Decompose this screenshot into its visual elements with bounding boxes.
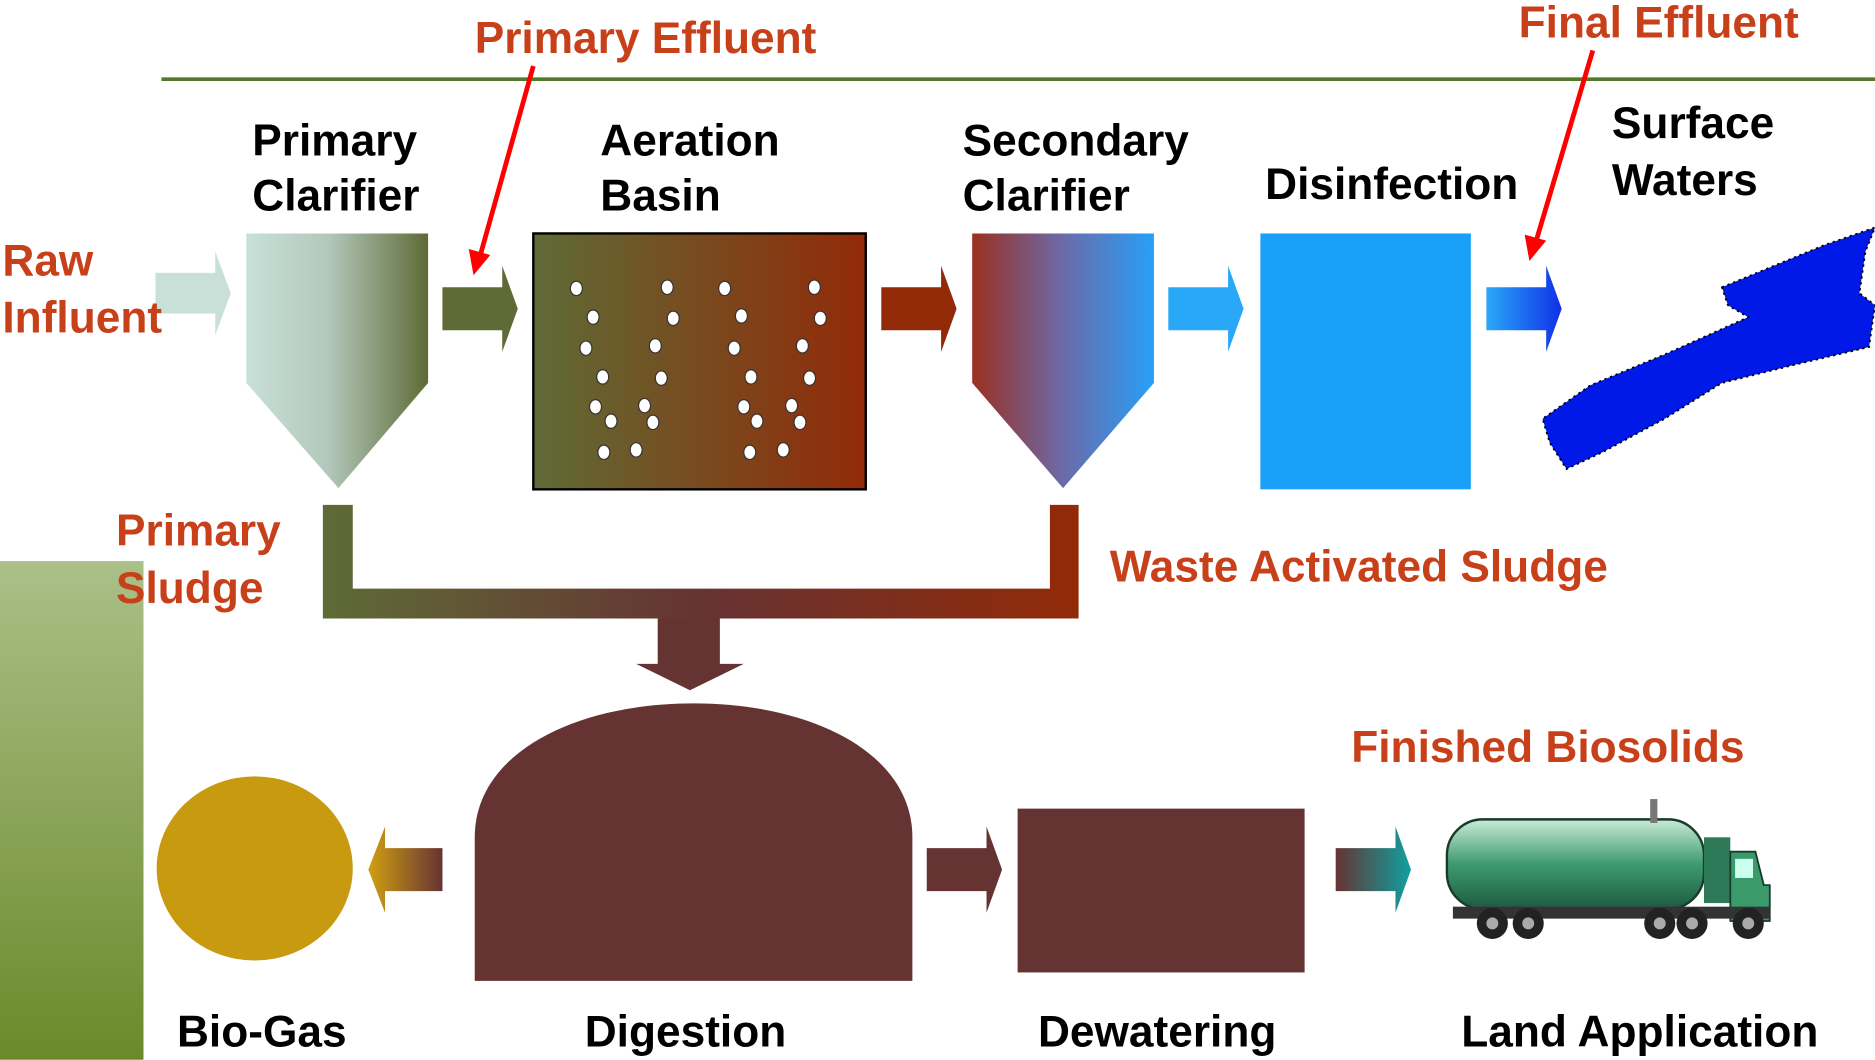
label-digestion: Digestion [585,1008,787,1057]
label-raw-influent: Influent [2,294,162,343]
label-secondary-clarifier: Secondary [963,117,1190,166]
label-finished-biosolids: Finished Biosolids [1351,723,1744,772]
arrow-final-effluent [1486,266,1561,352]
label-aeration-basin: Basin [600,172,720,221]
label-primary-clarifier: Clarifier [252,172,419,221]
primary-clarifier [246,233,428,488]
arrow-to-digester [636,618,744,690]
label-primary-effluent: Primary Effluent [475,14,817,63]
label-bio-gas: Bio-Gas [177,1008,347,1057]
digester [475,703,913,980]
sludge-pipe [323,505,1079,619]
arrow-land-application [1336,827,1411,913]
secondary-clarifier [972,233,1154,488]
label-secondary-clarifier: Clarifier [963,172,1130,221]
label-raw-influent: Raw [2,236,94,285]
label-dewatering: Dewatering [1038,1008,1276,1057]
label-primary-clarifier: Primary [252,117,417,166]
surface-waters [1543,227,1875,469]
arrow-mixed-liquor [881,266,956,352]
label-land-application: Land Application [1461,1008,1818,1057]
aeration-basin [533,233,865,489]
label-disinfection: Disinfection [1265,160,1518,209]
tanker-truck [1447,799,1770,939]
arrow-dewatering [927,827,1002,913]
process-diagram: Primary Effluent Final Effluent Raw Infl… [0,0,1875,1060]
label-waste-activated-sludge: Waste Activated Sludge [1110,542,1608,591]
arrow-influent [155,251,230,335]
biogas-holder [157,776,353,960]
label-final-effluent: Final Effluent [1519,0,1799,47]
arrow-biogas [368,827,442,913]
page-body: Primary Effluent Final Effluent Raw Infl… [0,0,1875,1060]
disinfection-unit [1260,233,1470,489]
arrow-primary-effluent [442,266,517,352]
label-primary-sludge: Primary [116,507,281,556]
label-primary-sludge: Sludge [116,564,263,613]
side-bar [0,561,143,1060]
label-aeration-basin: Aeration [600,117,779,166]
label-surface-waters: Waters [1612,156,1758,205]
dewatering-unit [1018,809,1305,973]
label-surface-waters: Surface [1612,99,1774,148]
arrow-secondary-effluent [1168,266,1243,352]
page: Wastewater Treatment Process {"flow_labe… [0,0,1875,1060]
